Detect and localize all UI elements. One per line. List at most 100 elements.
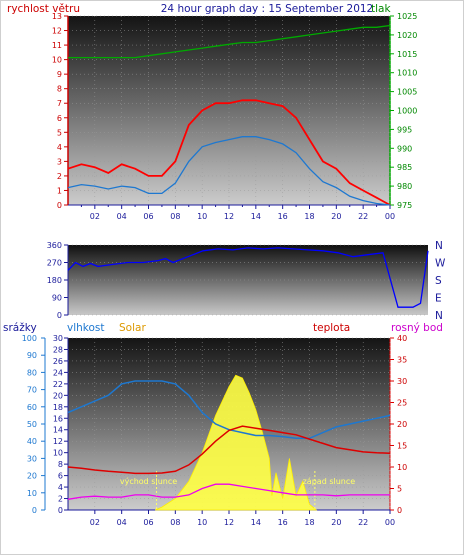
humidity-tick-label: 14 [53, 426, 63, 435]
humidity-tick-label: 10 [53, 449, 63, 458]
rain-tick-label: 60 [27, 403, 37, 412]
pressure-axis-label: tlak [371, 3, 391, 15]
pressure-tick-label: 980 [397, 182, 412, 191]
humidity-tick-label: 18 [53, 403, 63, 412]
temperature-tick-label: 25 [397, 399, 407, 408]
x-tick-label: 20 [331, 212, 341, 221]
pressure-tick-label: 1000 [397, 107, 417, 116]
x-tick-label: 00 [385, 212, 395, 221]
humidity-tick-label: 24 [53, 368, 63, 377]
rain-axis-label: srážky [3, 322, 37, 334]
humidity-tick-label: 16 [53, 414, 63, 423]
temperature-tick-label: 5 [397, 485, 402, 494]
compass-label: E [435, 293, 442, 305]
pressure-tick-label: 1005 [397, 88, 417, 97]
wind-speed-tick-label: 3 [57, 157, 62, 166]
compass-label: N [435, 240, 443, 252]
pressure-tick-label: 1010 [397, 69, 417, 78]
wind-speed-tick-label: 10 [52, 56, 62, 65]
temperature-tick-label: 20 [397, 420, 407, 429]
direction-tick-label: 360 [47, 241, 62, 250]
average-line [67, 136, 391, 206]
x-tick-label: 08 [170, 518, 180, 527]
humidity-tick-label: 20 [53, 391, 63, 400]
rain-tick-label: 50 [27, 420, 37, 429]
rain-tick-label: 70 [27, 386, 37, 395]
x-tick-label: 04 [117, 212, 127, 221]
wind-speed-tick-label: 13 [52, 12, 62, 21]
x-tick-label: 10 [197, 518, 207, 527]
rain-tick-label: 40 [27, 437, 37, 446]
x-tick-label: 08 [170, 212, 180, 221]
rain-tick-label: 90 [27, 351, 37, 360]
x-tick-label: 04 [117, 518, 127, 527]
compass-label: W [435, 258, 446, 270]
dew-point-line [67, 483, 390, 500]
wind-speed-tick-label: 9 [57, 70, 62, 79]
wind-speed-tick-label: 5 [57, 128, 62, 137]
humidity-tick-label: 30 [53, 334, 63, 343]
wind-speed-tick-label: 8 [57, 85, 62, 94]
solar-axis-label: Solar [119, 322, 146, 334]
wind-panel-plot: 0123456789101112139759809859909951000100… [52, 12, 418, 221]
humidity-tick-label: 6 [58, 472, 63, 481]
pressure-tick-label: 995 [397, 125, 412, 134]
x-tick-label: 14 [251, 518, 261, 527]
humidity-tick-label: 12 [53, 437, 63, 446]
wind-speed-tick-label: 4 [57, 143, 62, 152]
x-tick-label: 02 [90, 518, 100, 527]
temperature-line [67, 425, 391, 475]
gust-line [67, 99, 391, 206]
wind-speed-tick-label: 1 [57, 186, 62, 195]
x-tick-label: 12 [224, 518, 234, 527]
humidity-tick-label: 4 [58, 483, 63, 492]
humidity-tick-label: 8 [58, 460, 63, 469]
pressure-tick-label: 975 [397, 201, 412, 210]
pressure-line [68, 24, 391, 59]
x-tick-label: 02 [90, 212, 100, 221]
temperature-tick-label: 40 [397, 334, 407, 343]
rain-tick-label: 0 [32, 506, 37, 515]
direction-tick-label: 270 [47, 259, 62, 268]
humidity-tick-label: 2 [58, 495, 63, 504]
wind-direction-line [67, 247, 429, 308]
humidity-tick-label: 28 [53, 345, 63, 354]
temperature-tick-label: 35 [397, 356, 407, 365]
humidity-axis-label: vlhkost [67, 322, 105, 334]
wind-speed-tick-label: 11 [52, 41, 62, 50]
rain-tick-label: 80 [27, 368, 37, 377]
temperature-tick-label: 15 [397, 442, 407, 451]
x-tick-label: 06 [143, 212, 153, 221]
x-tick-label: 22 [358, 212, 368, 221]
wind-speed-tick-label: 12 [52, 27, 62, 36]
pressure-tick-label: 985 [397, 163, 412, 172]
x-tick-label: 16 [278, 518, 288, 527]
x-tick-label: 10 [197, 212, 207, 221]
rain-tick-label: 20 [27, 472, 37, 481]
wind-speed-tick-label: 0 [57, 201, 62, 210]
humidity-tick-label: 26 [53, 357, 63, 366]
x-tick-label: 00 [385, 518, 395, 527]
x-tick-label: 22 [358, 518, 368, 527]
wind-panel-background [68, 16, 390, 205]
direction-tick-label: 180 [47, 276, 62, 285]
chart-title: 24 hour graph day : 15 September 2012 [161, 3, 373, 15]
compass-label: N [435, 310, 443, 322]
wind-speed-axis-label: rychlost větru [7, 3, 80, 15]
temperature-tick-label: 10 [397, 463, 407, 472]
x-tick-label: 06 [143, 518, 153, 527]
rain-tick-label: 100 [22, 334, 37, 343]
dew-point-axis-label: rosný bod [391, 322, 443, 334]
pressure-tick-label: 1015 [397, 50, 417, 59]
rain-tick-label: 30 [27, 454, 37, 463]
pressure-tick-label: 1025 [397, 12, 417, 21]
direction-tick-label: 90 [52, 294, 62, 303]
wind-speed-tick-label: 2 [57, 172, 62, 181]
temperature-tick-label: 30 [397, 377, 407, 386]
direction-tick-label: 0 [57, 311, 62, 320]
rain-tick-label: 10 [27, 489, 37, 498]
humidity-tick-label: 22 [53, 380, 63, 389]
